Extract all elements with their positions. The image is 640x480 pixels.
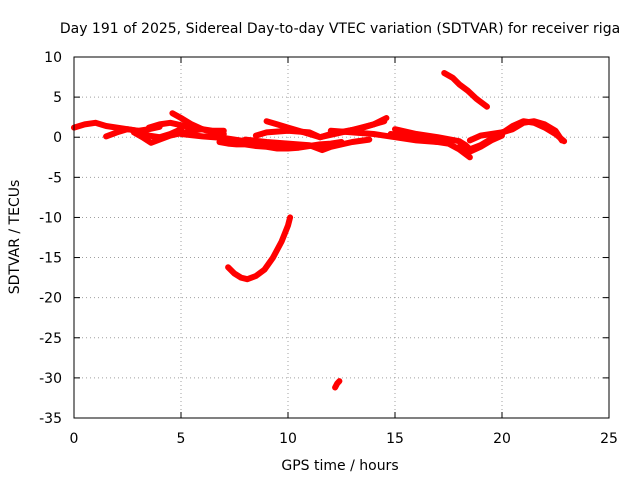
y-tick-label: -30 xyxy=(39,371,62,387)
series-arc-8 xyxy=(242,136,373,154)
y-tick-label: -10 xyxy=(39,210,62,226)
y-axis-label: SDTVAR / TECUs xyxy=(7,180,23,295)
y-tick-label: 10 xyxy=(44,50,62,66)
series-arc-7 xyxy=(216,139,345,152)
x-tick-label: 25 xyxy=(600,431,618,447)
series-arc-1 xyxy=(71,119,163,134)
series-arc-16 xyxy=(499,118,568,145)
x-axis-label: GPS time / hours xyxy=(281,458,398,474)
series-arc-3 xyxy=(130,126,206,146)
data-series xyxy=(71,70,568,391)
y-tick-label: -25 xyxy=(39,331,62,347)
x-tick-label: 15 xyxy=(386,431,404,447)
y-tick-label: -15 xyxy=(39,251,62,267)
x-tick-labels: 0 5 10 15 20 25 xyxy=(70,431,618,447)
x-tick-label: 20 xyxy=(493,431,511,447)
chart-title: Day 191 of 2025, Sidereal Day-to-day VTE… xyxy=(60,21,620,37)
series-arc-14 xyxy=(456,132,505,155)
x-tick-label: 5 xyxy=(177,431,186,447)
series-arc-17 xyxy=(441,70,490,110)
series-arc-5 xyxy=(169,110,227,137)
series-arc-10 xyxy=(263,115,390,141)
y-tick-label: -5 xyxy=(48,170,62,186)
series-arc-18 xyxy=(225,214,294,283)
y-tick-label: -35 xyxy=(39,411,62,427)
plot-frame xyxy=(73,56,610,419)
axis-ticks xyxy=(73,56,610,419)
series-arc-19 xyxy=(332,378,343,391)
y-tick-label: 0 xyxy=(53,130,62,146)
grid xyxy=(74,57,609,418)
series-arc-6 xyxy=(178,131,249,145)
y-tick-label: 5 xyxy=(53,90,62,106)
x-tick-label: 10 xyxy=(279,431,297,447)
y-tick-label: -20 xyxy=(39,291,62,307)
x-tick-label: 0 xyxy=(70,431,79,447)
y-tick-labels: 10 5 0 -5 -10 -15 -20 -25 -30 -35 xyxy=(39,50,62,427)
